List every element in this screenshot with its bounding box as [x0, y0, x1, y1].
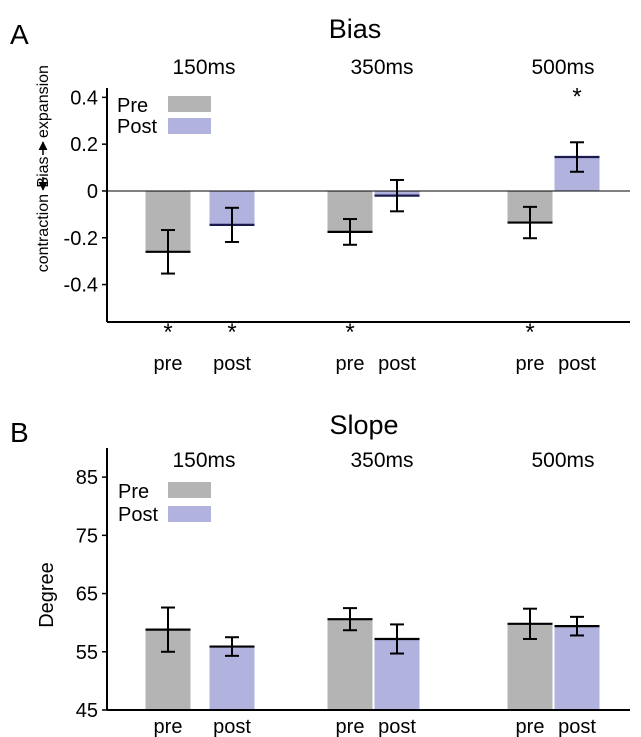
- chart-a-ytick-label-3: -0.2: [64, 228, 98, 250]
- chart-b-title: Slope: [329, 410, 398, 440]
- chart-a-ytick-label-2: 0: [87, 181, 98, 203]
- chart-b-legend-swatch-post: [168, 506, 211, 522]
- chart-a-legend-swatch-post: [168, 118, 211, 134]
- chart-a-ylabel-contraction: contraction: [35, 194, 52, 272]
- chart-a-significance-pre-1: *: [345, 319, 354, 346]
- chart-b-group-label-0: 150ms: [172, 449, 235, 472]
- chart-b-xtick-label-5: post: [558, 716, 596, 737]
- chart-a-xtick-label-3: post: [378, 353, 416, 375]
- panel-label-a: A: [10, 19, 29, 50]
- chart-b-bar-pre-1: [327, 619, 373, 710]
- chart-b-ytick-label-2: 65: [76, 584, 98, 606]
- panel-label-b: B: [10, 417, 29, 448]
- chart-a-significance-post-0: *: [227, 319, 236, 346]
- chart-a-legend-label-pre: Pre: [117, 95, 148, 117]
- chart-a-xtick-label-4: pre: [516, 353, 545, 375]
- chart-b-group-label-2: 500ms: [531, 449, 594, 472]
- chart-b-group-label-1: 350ms: [350, 449, 413, 472]
- chart-a-xtick-label-1: post: [213, 353, 251, 375]
- chart-a-xtick-label-2: pre: [336, 353, 365, 375]
- chart-b-xtick-label-1: post: [213, 716, 251, 737]
- chart-b-ytick-label-4: 45: [76, 700, 98, 722]
- chart-a-xtick-label-0: pre: [154, 353, 183, 375]
- chart-a-significance-pre-0: *: [163, 319, 172, 346]
- chart-a-group-label-2: 500ms: [531, 56, 594, 79]
- chart-b-ylabel: Degree: [36, 562, 58, 628]
- chart-a-ylabel-expansion: expansion: [35, 65, 52, 138]
- chart-b-ytick-label-1: 75: [76, 525, 98, 547]
- chart-a-ytick-label-1: 0.2: [70, 134, 98, 156]
- chart-b-bar-post-2: [554, 626, 600, 710]
- chart-a-significance-pre-2: *: [525, 319, 534, 346]
- chart-b-xtick-label-0: pre: [154, 716, 183, 737]
- chart-a-group-label-0: 150ms: [172, 56, 235, 79]
- chart-b-legend: Pre Post: [118, 481, 211, 526]
- chart-a-ytick-label-4: -0.4: [64, 275, 98, 297]
- chart-a-title: Bias: [329, 14, 382, 44]
- chart-b-xtick-label-3: post: [378, 716, 416, 737]
- chart-a-group-label-1: 350ms: [350, 56, 413, 79]
- chart-b-ytick-label-3: 55: [76, 642, 98, 664]
- chart-a-significance-post-2: *: [572, 83, 581, 110]
- chart-b-legend-label-post: Post: [118, 504, 158, 526]
- chart-b-legend-label-pre: Pre: [118, 481, 149, 503]
- chart-a-legend-label-post: Post: [117, 116, 157, 138]
- chart-a-legend-swatch-pre: [168, 96, 211, 112]
- chart-a-xtick-label-5: post: [558, 353, 596, 375]
- chart-b-ytick-label-0: 85: [76, 467, 98, 489]
- chart-b-legend-swatch-pre: [168, 482, 211, 498]
- chart-a-ylabel-bias: Bias: [35, 156, 52, 187]
- chart-a-ylabel: contraction Bias expansion: [35, 65, 52, 272]
- chart-b-xtick-label-2: pre: [336, 716, 365, 737]
- chart-b-xtick-label-4: pre: [516, 716, 545, 737]
- chart-b-bar-post-0: [209, 646, 255, 710]
- chart-a-ytick-label-0: 0.4: [70, 87, 98, 109]
- chart-a-legend: Pre Post: [117, 95, 211, 138]
